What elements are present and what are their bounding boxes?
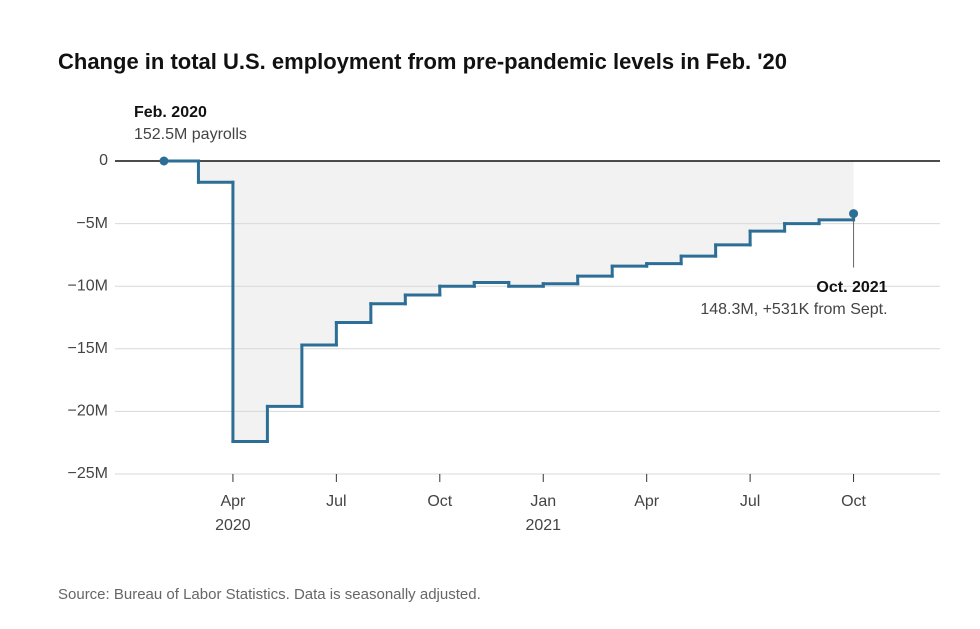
x-tick-label: Oct [841,493,866,510]
source: Source: Bureau of Labor Statistics. Data… [58,586,481,603]
y-tick-label: −10M [68,277,108,294]
annotation-title: Oct. 2021 [816,279,887,296]
x-tick-label: Jul [326,493,346,510]
annotation-text: 148.3M, +531K from Sept. [700,301,887,318]
year-label: 2020 [215,517,251,534]
point [849,209,859,219]
annotation-title: Feb. 2020 [134,104,207,121]
y-tick-label: 0 [99,152,108,169]
chart-title: Change in total U.S. employment from pre… [58,49,787,74]
y-tick-label: −5M [76,215,108,232]
x-tick-label: Apr [220,493,246,510]
annotation-text: 152.5M payrolls [134,126,247,143]
x-tick-label: Apr [634,493,660,510]
y-tick-label: −20M [68,403,108,420]
y-tick-label: −15M [68,340,108,357]
x-tick-label: Jan [530,493,556,510]
x-tick-label: Jul [740,493,760,510]
year-label: 2021 [525,517,561,534]
x-tick-label: Oct [427,493,452,510]
point [159,156,169,166]
y-tick-label: −25M [68,465,108,482]
area [163,161,854,442]
